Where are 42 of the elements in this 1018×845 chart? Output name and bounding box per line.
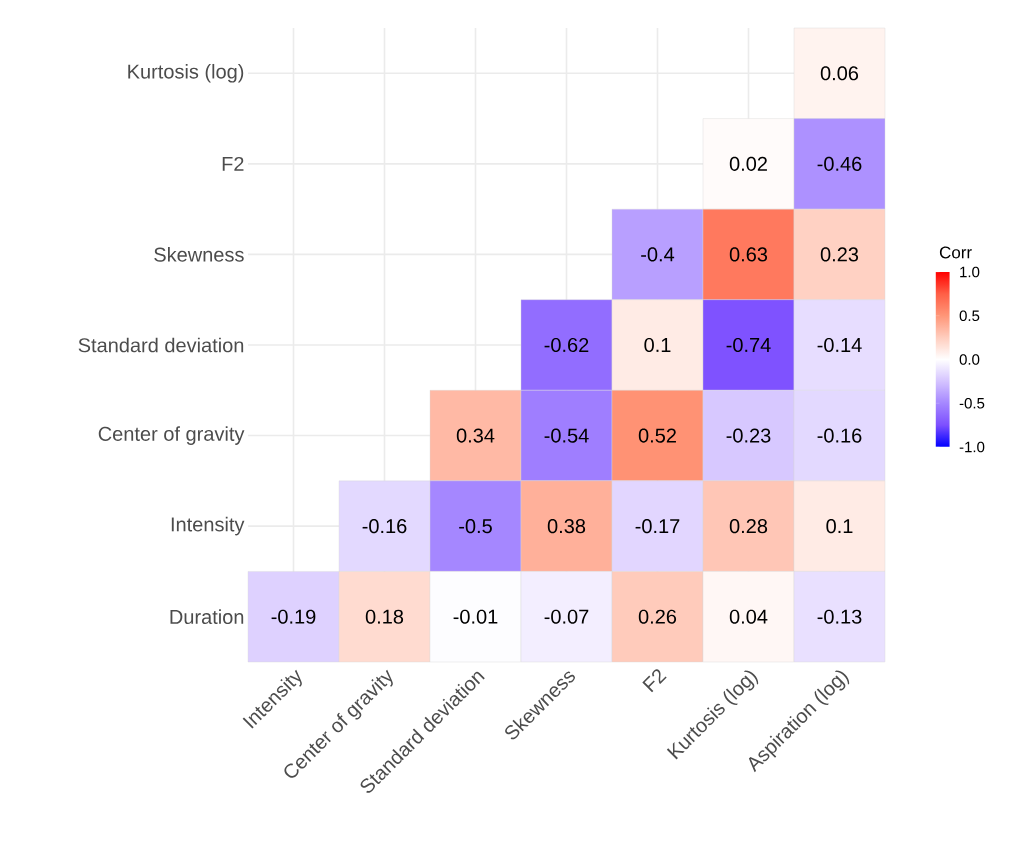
data-label: 0.04 <box>729 609 768 624</box>
data-label: 0.38 <box>547 519 586 534</box>
y-tick-label: Standard deviation <box>78 337 244 353</box>
y-tick-label: Kurtosis (log) <box>128 63 244 83</box>
y-tick-label: Skewness <box>154 247 244 262</box>
data-label: -0.23 <box>726 428 771 443</box>
color-bar-label: -0.5 <box>959 397 985 409</box>
data-label: -0.16 <box>362 519 407 534</box>
x-tick-label: F2 <box>642 669 667 693</box>
data-label: -0.46 <box>817 156 862 171</box>
data-label: -0.74 <box>726 337 771 353</box>
data-label: -0.07 <box>544 609 589 624</box>
data-label: 0.52 <box>638 428 676 443</box>
data-label: -0.54 <box>544 428 589 443</box>
data-label: 0.06 <box>820 66 859 81</box>
data-label: 0.1 <box>826 519 853 534</box>
y-tick-label: Duration <box>170 609 244 625</box>
data-label: -0.19 <box>271 609 316 624</box>
color-bar-label: -1.0 <box>959 441 985 453</box>
color-bar-title: Corr <box>939 246 972 259</box>
data-label: 0.28 <box>729 519 768 534</box>
data-label: -0.5 <box>459 519 492 534</box>
data-label: -0.17 <box>635 519 680 534</box>
color-bar-label: 1.0 <box>960 266 980 278</box>
color-bar-label: 0.5 <box>959 310 980 322</box>
data-label: 0.1 <box>644 337 671 353</box>
data-label: 0.18 <box>365 609 404 624</box>
data-label: 0.23 <box>820 247 859 262</box>
data-label: -0.13 <box>817 609 862 624</box>
data-label: 0.02 <box>729 156 767 171</box>
data-label: 0.63 <box>729 247 768 262</box>
data-label: -0.16 <box>817 428 862 443</box>
data-label: -0.62 <box>544 337 589 353</box>
y-tick-label: Intensity <box>171 516 245 536</box>
data-label: -0.4 <box>641 247 675 262</box>
color-bar-label: 0.0 <box>959 354 980 365</box>
y-tick-label: F2 <box>222 156 244 171</box>
data-label: -0.01 <box>453 609 498 624</box>
data-label: 0.34 <box>456 428 495 443</box>
data-label: 0.26 <box>638 609 677 624</box>
y-tick-label: Center of gravity <box>98 426 245 445</box>
data-label: -0.14 <box>817 337 862 353</box>
